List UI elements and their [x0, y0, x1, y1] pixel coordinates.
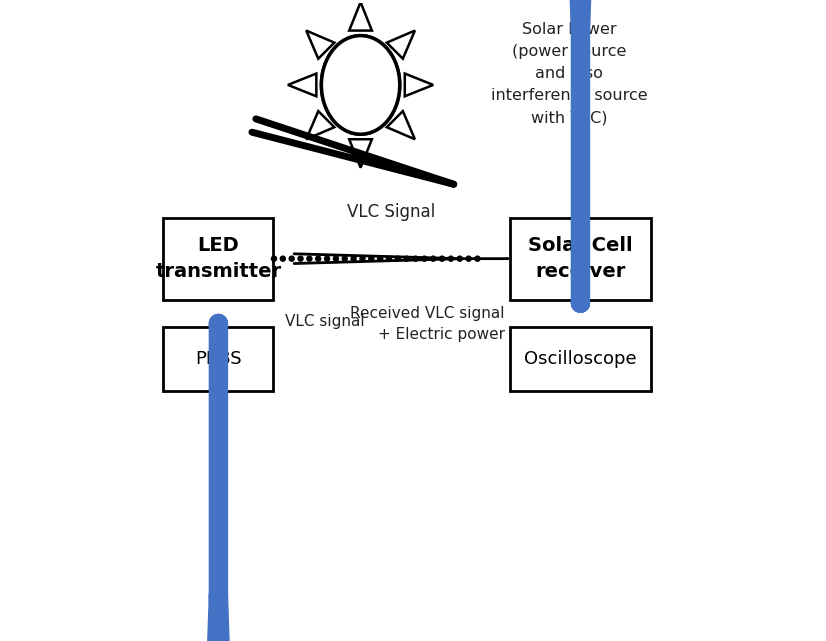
- Circle shape: [351, 256, 356, 261]
- Text: Solar Power
(power source
and also
interference source
with VLC): Solar Power (power source and also inter…: [491, 22, 648, 126]
- Circle shape: [449, 256, 453, 261]
- Circle shape: [368, 256, 374, 261]
- Text: LED
transmitter: LED transmitter: [155, 236, 282, 281]
- Polygon shape: [306, 31, 335, 59]
- FancyBboxPatch shape: [510, 327, 651, 392]
- Text: VLC Signal: VLC Signal: [347, 203, 435, 221]
- Circle shape: [466, 256, 471, 261]
- Circle shape: [298, 256, 303, 261]
- Polygon shape: [387, 31, 415, 59]
- Circle shape: [377, 256, 382, 261]
- Circle shape: [439, 256, 444, 261]
- Circle shape: [430, 256, 436, 261]
- Ellipse shape: [321, 36, 400, 134]
- Ellipse shape: [321, 36, 400, 134]
- Circle shape: [413, 256, 418, 261]
- Circle shape: [280, 256, 285, 261]
- Text: PRBS: PRBS: [195, 350, 242, 368]
- Circle shape: [404, 256, 409, 261]
- Polygon shape: [405, 74, 433, 96]
- Circle shape: [334, 256, 339, 261]
- Circle shape: [422, 256, 427, 261]
- Circle shape: [306, 256, 312, 261]
- Circle shape: [475, 256, 480, 261]
- Polygon shape: [349, 139, 372, 168]
- Polygon shape: [306, 111, 335, 139]
- Circle shape: [325, 256, 330, 261]
- Circle shape: [316, 256, 320, 261]
- Circle shape: [396, 256, 401, 261]
- FancyBboxPatch shape: [164, 327, 273, 392]
- FancyBboxPatch shape: [164, 217, 273, 300]
- Polygon shape: [349, 2, 372, 31]
- Polygon shape: [387, 111, 415, 139]
- Text: Solar Cell
receiver: Solar Cell receiver: [528, 236, 633, 281]
- Text: Oscilloscope: Oscilloscope: [525, 350, 637, 368]
- Circle shape: [458, 256, 463, 261]
- Polygon shape: [288, 74, 316, 96]
- Text: Received VLC signal
+ Electric power: Received VLC signal + Electric power: [350, 306, 505, 342]
- Circle shape: [342, 256, 347, 261]
- Circle shape: [360, 256, 365, 261]
- Circle shape: [289, 256, 294, 261]
- Text: VLC signal: VLC signal: [285, 314, 364, 329]
- Circle shape: [272, 256, 277, 261]
- Circle shape: [387, 256, 392, 261]
- FancyBboxPatch shape: [510, 217, 651, 300]
